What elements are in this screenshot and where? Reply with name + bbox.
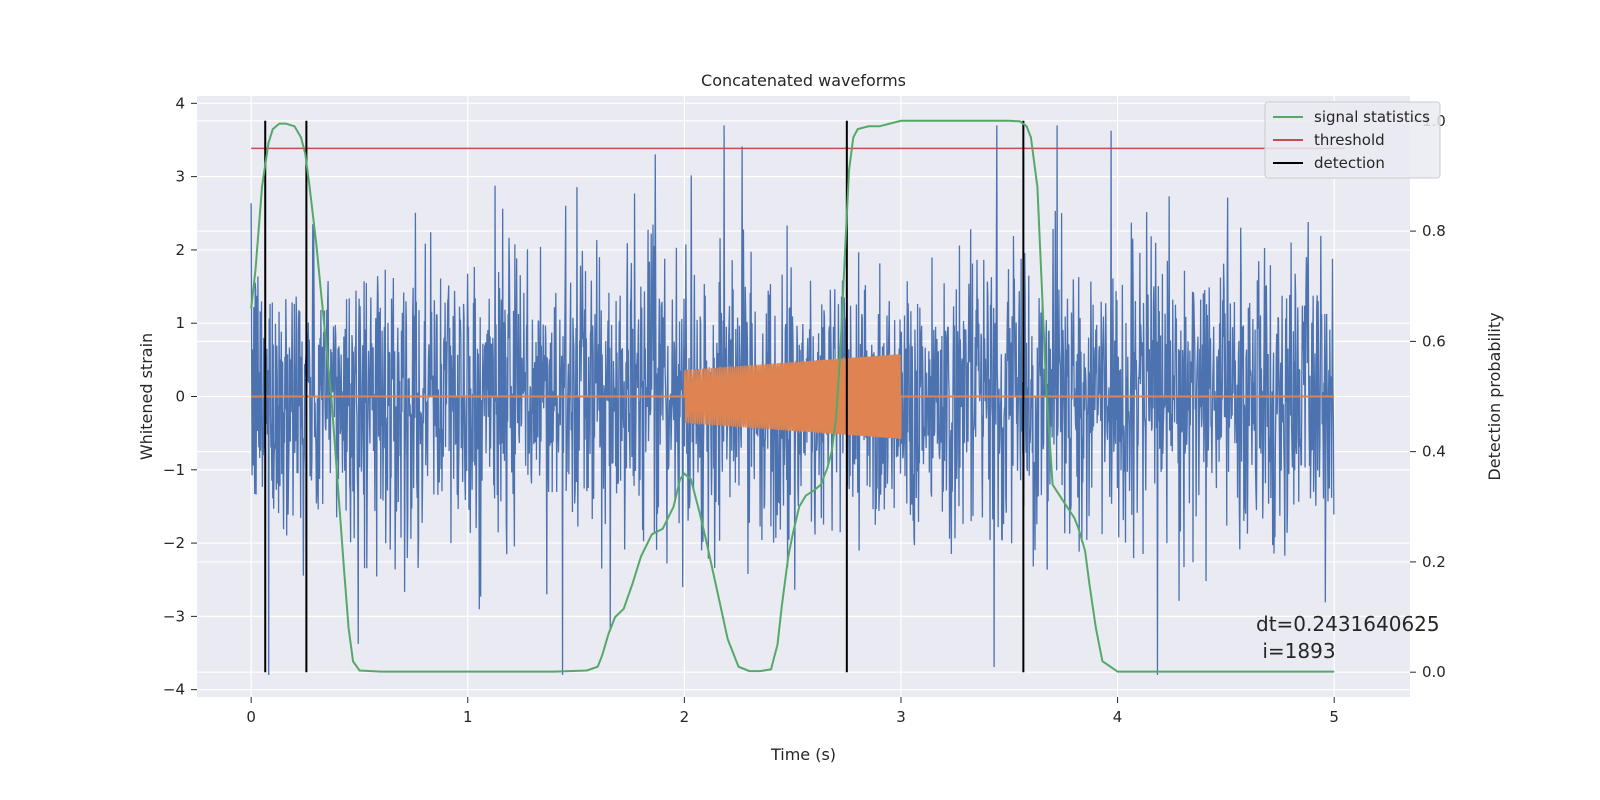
y-tick-label: 3 bbox=[175, 168, 185, 186]
y2-axis-label: Detection probability bbox=[1485, 312, 1504, 480]
plot-contents bbox=[250, 119, 1346, 676]
x-tick-label: 1 bbox=[463, 708, 473, 726]
y-axis-right: 0.00.20.40.60.81.0 bbox=[1410, 112, 1446, 681]
x-axis-label: Time (s) bbox=[770, 745, 836, 764]
y-tick-label: 0 bbox=[175, 388, 185, 406]
annotation-dt: dt=0.2431640625 bbox=[1256, 612, 1440, 636]
y2-tick-label: 0.0 bbox=[1422, 663, 1446, 681]
y-tick-label: −4 bbox=[163, 681, 185, 699]
x-tick-label: 4 bbox=[1113, 708, 1123, 726]
legend-label-detection: detection bbox=[1314, 154, 1385, 172]
chart-title: Concatenated waveforms bbox=[701, 71, 906, 90]
y-axis-label: Whitened strain bbox=[137, 333, 156, 460]
y2-tick-label: 0.8 bbox=[1422, 222, 1446, 240]
y2-tick-label: 0.2 bbox=[1422, 553, 1446, 571]
y2-tick-label: 0.4 bbox=[1422, 443, 1446, 461]
injected-chirp-series bbox=[683, 353, 902, 439]
x-tick-label: 5 bbox=[1329, 708, 1339, 726]
y-tick-label: −2 bbox=[163, 534, 185, 552]
legend-label-threshold: threshold bbox=[1314, 131, 1385, 149]
y-tick-label: 4 bbox=[175, 94, 185, 112]
x-tick-label: 2 bbox=[680, 708, 690, 726]
x-tick-label: 3 bbox=[896, 708, 906, 726]
annotation-i: i=1893 bbox=[1256, 639, 1336, 663]
y-tick-label: 1 bbox=[175, 314, 185, 332]
y-tick-label: 2 bbox=[175, 241, 185, 259]
y-tick-label: −3 bbox=[163, 607, 185, 625]
y-tick-label: −1 bbox=[163, 461, 185, 479]
x-axis: 0 1 2 3 4 5 bbox=[246, 697, 1339, 726]
legend-label-signal-statistics: signal statistics bbox=[1314, 108, 1430, 126]
whitened-noise-series bbox=[250, 125, 1335, 676]
legend-box bbox=[1264, 101, 1441, 179]
x-tick-label: 0 bbox=[246, 708, 256, 726]
signal-statistics-series bbox=[250, 119, 1335, 673]
legend: signal statistics threshold detection bbox=[1264, 101, 1441, 179]
y-axis-left: −4 −3 −2 −1 0 1 2 3 4 bbox=[163, 94, 197, 699]
y2-tick-label: 0.6 bbox=[1422, 332, 1446, 350]
